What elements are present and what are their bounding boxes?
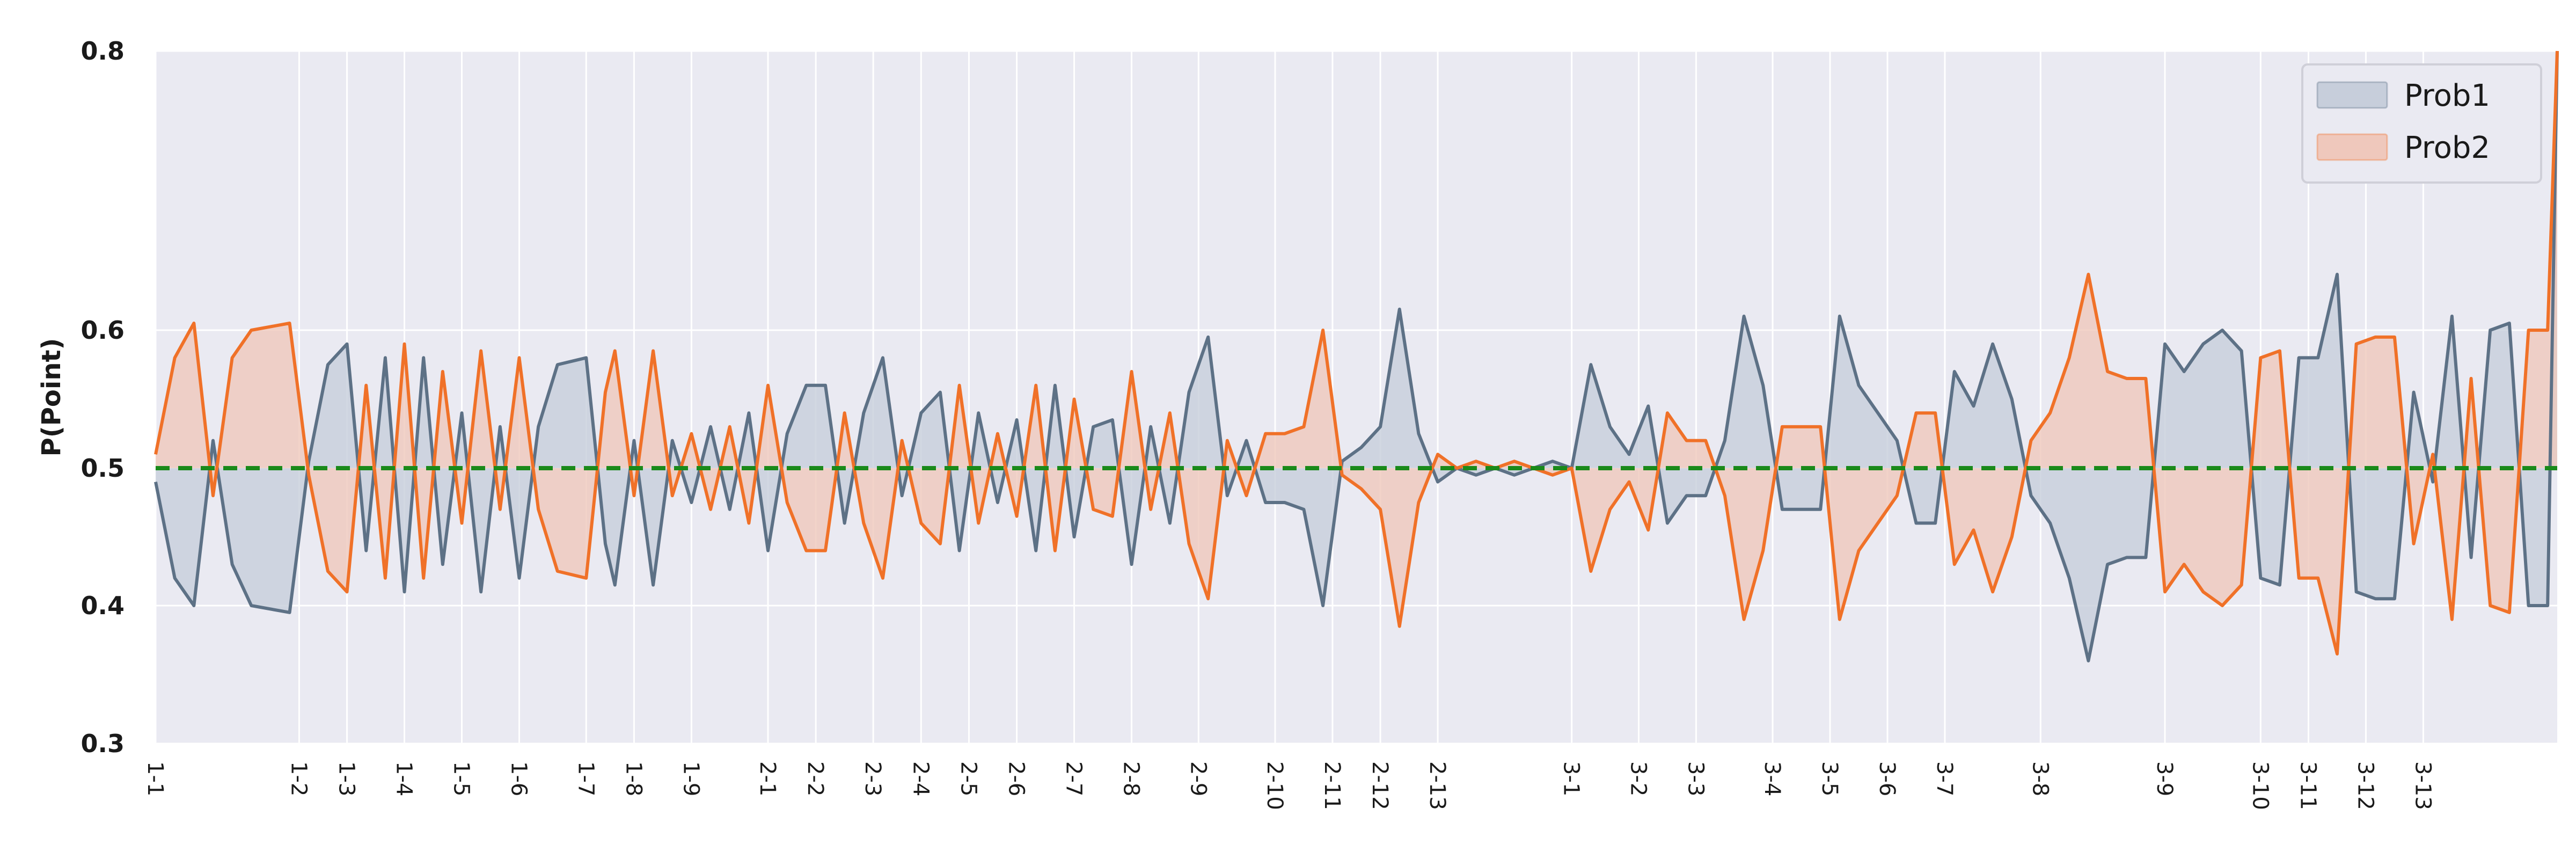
- x-tick-label: 1-6: [506, 761, 531, 796]
- x-tick-label: 2-9: [1185, 761, 1210, 796]
- x-tick-label: 2-3: [860, 761, 885, 796]
- x-tick-label: 1-2: [286, 761, 311, 796]
- x-tick-label: 3-2: [1626, 761, 1650, 796]
- x-tick-label: 1-9: [678, 761, 703, 796]
- series-fills: [156, 51, 2557, 661]
- y-tick-label: 0.5: [81, 454, 125, 483]
- x-tick-label: 3-5: [1817, 761, 1842, 796]
- series-line-prob1: [154, 50, 2559, 663]
- legend: Prob1 Prob2: [2301, 63, 2542, 184]
- x-tick-label: 1-8: [621, 761, 646, 796]
- legend-swatch-prob1: [2316, 81, 2388, 109]
- series-lines: [154, 50, 2559, 663]
- series-line-prob2: [154, 50, 2559, 656]
- x-tick-label: 3-4: [1760, 761, 1784, 796]
- x-tick-label: 3-12: [2353, 761, 2377, 810]
- series-fill-prob2: [156, 51, 2557, 654]
- x-tick-label: 3-7: [1932, 761, 1957, 796]
- x-tick-label: 3-13: [2410, 761, 2435, 810]
- x-tick-label: 1-7: [573, 761, 598, 796]
- x-tick-label: 3-9: [2152, 761, 2177, 796]
- x-tick-label: 2-10: [1262, 761, 1287, 810]
- x-tick-label: 2-13: [1425, 761, 1450, 810]
- x-tick-label: 3-11: [2295, 761, 2320, 810]
- x-tick-label: 3-10: [2248, 761, 2272, 810]
- x-tick-label: 1-1: [143, 761, 167, 796]
- legend-label-prob2: Prob2: [2404, 130, 2490, 165]
- x-tick-label: 3-3: [1683, 761, 1708, 796]
- legend-label-prob1: Prob1: [2404, 78, 2490, 113]
- x-tick-label: 2-4: [908, 761, 933, 796]
- x-tick-label: 3-8: [2028, 761, 2052, 796]
- x-tick-label: 2-12: [1367, 761, 1392, 810]
- x-tick-label: 2-11: [1320, 761, 1344, 810]
- x-tick-label: 2-7: [1062, 761, 1086, 796]
- x-tick-labels: 1-1 1-2 1-3 1-4 1-5 1-6 1-7 1-8 1-9 2-1 2-2 2-3 2-4 2…: [143, 761, 2435, 810]
- y-tick-label: 0.8: [81, 37, 125, 65]
- x-tick-label: 2-1: [755, 761, 780, 796]
- x-tick-label: 2-5: [956, 761, 980, 796]
- x-tick-label: 1-5: [449, 761, 474, 796]
- y-tick-labels: 0.3 0.4 0.5 0.6 0.8: [81, 37, 125, 758]
- y-tick-label: 0.3: [81, 729, 125, 758]
- x-tick-label: 1-3: [334, 761, 359, 796]
- x-tick-label: 1-4: [392, 761, 416, 796]
- y-axis-label: P(Point): [36, 338, 67, 457]
- x-tick-label: 2-6: [1004, 761, 1029, 796]
- x-tick-label: 3-6: [1875, 761, 1899, 796]
- legend-swatch-prob2: [2316, 133, 2388, 161]
- x-tick-label: 3-1: [1559, 761, 1584, 796]
- y-tick-label: 0.4: [81, 591, 125, 620]
- x-tick-label: 2-8: [1119, 761, 1144, 796]
- y-tick-label: 0.6: [81, 316, 125, 345]
- x-tick-label: 2-2: [803, 761, 828, 796]
